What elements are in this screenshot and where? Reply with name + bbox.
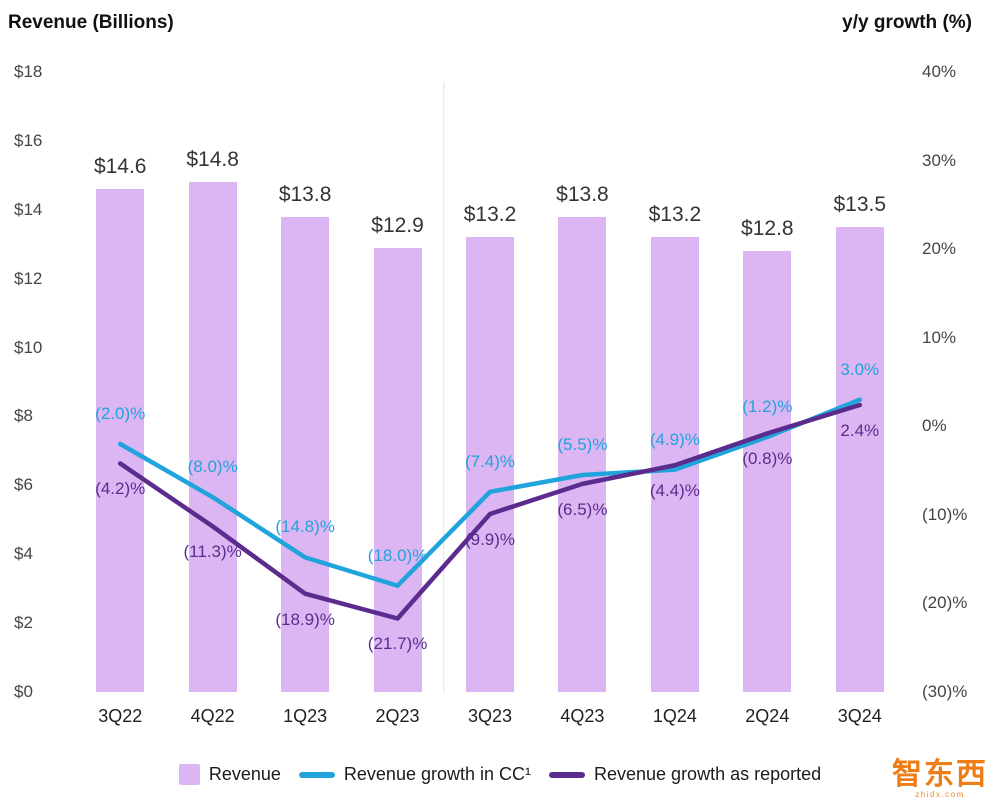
watermark-logo: 智东西 zhidx.com (892, 759, 988, 799)
chart-legend: Revenue Revenue growth in CC¹ Revenue gr… (0, 764, 1000, 785)
right-axis-title: y/y growth (%) (842, 12, 972, 33)
legend-item-growth-reported: Revenue growth as reported (549, 764, 821, 785)
growth-cc-point-label: (2.0)% (95, 404, 146, 423)
revenue-bar-label: $13.8 (278, 182, 332, 206)
revenue-bar-label: $13.2 (648, 203, 702, 227)
left-axis-title: Revenue (Billions) (8, 12, 174, 33)
growth-cc-point-label: (1.2)% (742, 396, 793, 416)
left-axis-tick: $2 (14, 613, 33, 633)
growth-cc-point-label: (7.4)% (464, 451, 516, 471)
right-axis-tick: 40% (922, 62, 957, 81)
left-axis-tick: $10 (14, 337, 43, 357)
growth-reported-point-label: 2.4% (840, 421, 880, 441)
growth-reported-point-label: (11.3)% (183, 542, 242, 562)
left-axis-tick: $4 (14, 544, 33, 564)
left-axis-tick: $12 (14, 268, 43, 288)
revenue-bar (96, 189, 145, 692)
revenue-bar (835, 227, 884, 692)
revenue-bar-label: $13.8 (556, 182, 609, 206)
revenue-bar (743, 251, 792, 692)
x-axis-category-label: 2Q23 (375, 706, 420, 726)
x-axis-category-label: 1Q24 (652, 706, 697, 726)
growth-reported-point-label: (4.4)% (649, 481, 700, 501)
revenue-bar-label: $13.2 (463, 203, 517, 227)
right-axis-tick: (30)% (922, 682, 968, 701)
growth-reported-point-label: (6.5)% (557, 499, 608, 519)
legend-label-growth-cc: Revenue growth in CC¹ (343, 764, 531, 784)
left-axis-tick: $6 (14, 475, 33, 495)
legend-label-growth-reported: Revenue growth as reported (594, 764, 822, 784)
growth-reported-point-label: (9.9)% (464, 529, 516, 549)
revenue-bar-label: $12.8 (741, 217, 794, 241)
legend-label-revenue: Revenue (208, 764, 281, 784)
right-axis-tick: (10)% (922, 504, 968, 524)
growth-reported-point-label: (18.9)% (275, 609, 335, 629)
growth-cc-point-label: (18.0)% (367, 545, 428, 565)
revenue-bar (188, 182, 237, 692)
left-axis-tick: $8 (14, 406, 33, 426)
growth-cc-point-label: (8.0)% (187, 457, 238, 477)
growth-reported-point-label: (21.7)% (367, 634, 428, 654)
x-axis-category-label: 2Q24 (745, 706, 790, 726)
left-axis-tick: $14 (14, 199, 43, 219)
right-axis-tick: 0% (922, 416, 947, 436)
revenue-bar (650, 237, 699, 692)
x-axis-category-label: 1Q23 (283, 706, 328, 726)
revenue-bar-label: $12.9 (371, 213, 424, 237)
right-axis-tick: 20% (922, 239, 957, 259)
revenue-bar-label: $14.6 (93, 155, 147, 179)
watermark-subtext: zhidx.com (915, 789, 965, 799)
growth-cc-point-label: 3.0% (840, 359, 880, 379)
left-axis-tick: $16 (14, 130, 43, 150)
legend-item-growth-cc: Revenue growth in CC¹ (298, 764, 531, 785)
x-axis-category-label: 3Q23 (467, 706, 513, 726)
growth-cc-point-label: (14.8)% (275, 517, 335, 537)
right-axis-tick: 30% (922, 150, 957, 170)
growth-reported-point-label: (4.2)% (95, 479, 146, 499)
right-axis-tick: (20)% (922, 593, 968, 613)
left-axis-tick: $0 (14, 682, 33, 701)
x-axis-category-label: 3Q22 (98, 706, 143, 726)
left-axis-tick: $18 (14, 62, 43, 81)
growth-cc-point-label: (4.9)% (649, 429, 700, 449)
watermark-text: 智东西 (892, 758, 988, 792)
legend-item-revenue: Revenue (178, 764, 281, 785)
revenue-bar-label: $13.5 (833, 193, 887, 216)
revenue-bar (373, 247, 422, 692)
x-axis-category-label: 4Q23 (560, 706, 605, 726)
growth-reported-line-swatch-icon (549, 771, 585, 778)
growth-reported-point-label: (0.8)% (742, 449, 793, 469)
revenue-bar-label: $14.8 (186, 148, 239, 172)
growth-cc-point-label: (5.5)% (557, 435, 608, 454)
x-axis-category-label: 3Q24 (837, 706, 882, 726)
right-axis-tick: 10% (922, 327, 957, 347)
growth-cc-line-swatch-icon (298, 771, 335, 778)
x-axis-category-label: 4Q22 (190, 706, 235, 726)
revenue-swatch-icon (178, 764, 200, 785)
